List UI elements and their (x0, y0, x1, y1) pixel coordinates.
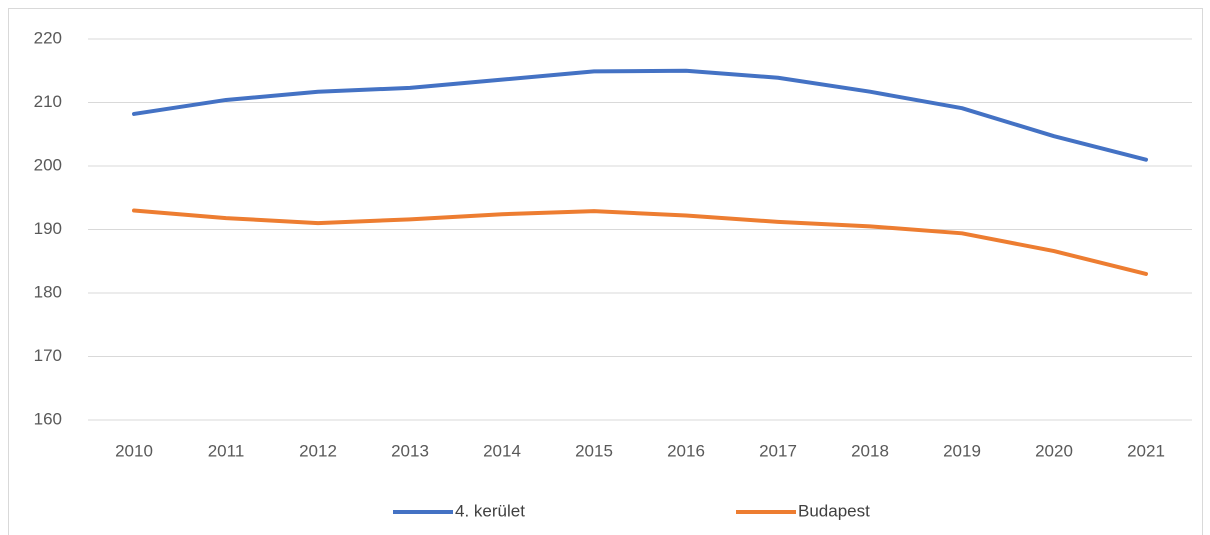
y-tick-label: 210 (34, 92, 62, 111)
x-tick-label: 2021 (1127, 441, 1165, 460)
x-tick-label: 2011 (208, 441, 245, 460)
y-tick-label: 190 (34, 219, 62, 238)
legend-label: Budapest (798, 501, 870, 520)
x-tick-label: 2020 (1035, 441, 1073, 460)
y-tick-label: 180 (34, 282, 62, 301)
x-tick-label: 2015 (575, 441, 613, 460)
y-tick-label: 220 (34, 28, 62, 47)
y-tick-label: 170 (34, 346, 62, 365)
x-tick-label: 2019 (943, 441, 981, 460)
chart-border (8, 8, 1203, 535)
x-tick-label: 2017 (759, 441, 797, 460)
y-tick-label: 160 (34, 409, 62, 428)
series-line (132, 208, 1148, 276)
y-tick-label: 200 (34, 155, 62, 174)
x-tick-label: 2010 (115, 441, 153, 460)
x-tick-label: 2014 (483, 441, 521, 460)
legend-label: 4. kerület (455, 501, 525, 520)
x-tick-label: 2016 (667, 441, 705, 460)
series-line (132, 68, 1148, 162)
x-tick-label: 2018 (851, 441, 889, 460)
x-tick-label: 2012 (299, 441, 337, 460)
x-tick-label: 2013 (391, 441, 429, 460)
